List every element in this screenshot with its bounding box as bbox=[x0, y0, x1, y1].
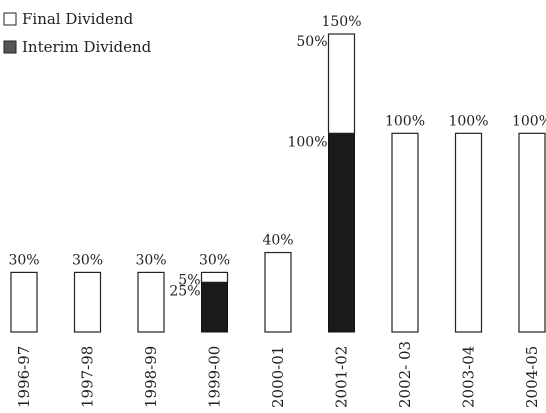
bar-final-2001-02 bbox=[327, 33, 356, 134]
bars bbox=[10, 33, 546, 333]
total-label-2000-01: 40% bbox=[262, 233, 293, 249]
value-labels: 30% 30% 30% 30% 40% 150% 100% 100% 100% 5%25% 50% 1… bbox=[8, 14, 546, 299]
bar-interim-2001-02 bbox=[328, 132, 355, 333]
total-label-2004-05: 100% bbox=[512, 113, 546, 129]
bar-final-2003-04 bbox=[454, 132, 483, 333]
x-tick-2002-03: 2002- 03 bbox=[396, 341, 414, 408]
segment-label-2001-02-interim: 100% bbox=[287, 134, 327, 150]
x-tick-1997-98: 1997-98 bbox=[79, 346, 97, 408]
segment-label-1999-00-interim: 25% bbox=[169, 283, 200, 299]
bar-final-1999-00 bbox=[200, 271, 229, 283]
bar-interim-1999-00 bbox=[201, 281, 228, 333]
x-tick-2003-04: 2003-04 bbox=[460, 346, 478, 408]
bar-final-1998-99 bbox=[137, 271, 165, 333]
total-label-1996-97: 30% bbox=[8, 252, 39, 268]
x-tick-2004-05: 2004-05 bbox=[523, 346, 541, 408]
total-label-1999-00: 30% bbox=[199, 252, 230, 268]
total-label-1997-98: 30% bbox=[72, 252, 103, 268]
total-label-2002-03: 100% bbox=[385, 113, 425, 129]
x-tick-2000-01: 2000-01 bbox=[269, 346, 287, 408]
segment-label-2001-02-final: 50% bbox=[296, 34, 327, 50]
bar-final-1996-97 bbox=[10, 271, 38, 333]
total-label-2001-02: 150% bbox=[321, 14, 361, 30]
bar-final-2000-01 bbox=[264, 251, 292, 333]
bar-final-2002-03 bbox=[391, 132, 419, 333]
x-tick-2001-02: 2001-02 bbox=[333, 346, 351, 408]
legend: Final Dividend Interim Dividend bbox=[3, 10, 152, 56]
bar-final-1997-98 bbox=[73, 271, 102, 333]
segment-label-1999-00-final: 5% bbox=[178, 272, 200, 288]
bar-final-2004-05 bbox=[518, 132, 546, 333]
x-axis-ticks: 1996-97 1997-98 1998-99 1999-00 2000-01 2001-… bbox=[15, 341, 541, 408]
x-tick-1998-99: 1998-99 bbox=[142, 346, 160, 408]
legend-swatch-final bbox=[3, 12, 17, 26]
total-label-1998-99: 30% bbox=[135, 252, 166, 268]
legend-label-final: Final Dividend bbox=[22, 10, 134, 28]
legend-swatch-interim bbox=[3, 40, 17, 54]
legend-label-interim: Interim Dividend bbox=[22, 38, 152, 56]
total-label-2003-04: 100% bbox=[448, 113, 488, 129]
x-tick-1996-97: 1996-97 bbox=[15, 346, 33, 408]
x-tick-1999-00: 1999-00 bbox=[206, 346, 224, 408]
